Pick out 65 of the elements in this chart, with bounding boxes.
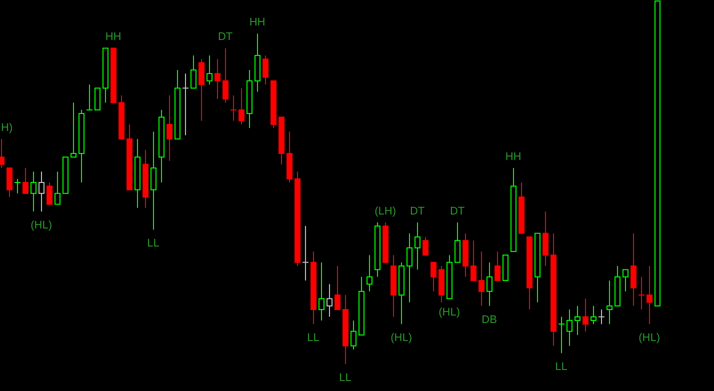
candlestick [30,171,36,212]
candlestick [622,269,628,292]
candlestick [38,171,44,212]
candlestick [238,88,244,125]
text: (HL) [438,306,460,319]
candlestick [222,48,228,104]
candlestick [454,222,460,263]
candlestick [190,54,196,89]
text: DB [482,314,497,326]
candlestick [150,131,156,230]
text: (HL) [30,220,52,232]
candlestick [94,88,100,110]
candlestick [422,236,428,256]
candlestick [54,171,60,205]
text: HH [505,150,522,163]
candlestick [318,262,324,321]
candlestick [478,250,484,306]
text: DT [410,205,425,218]
candlestick [430,262,436,292]
candlestick [206,54,212,85]
candlestick [590,305,596,325]
candlestick [6,167,12,198]
candlestick [470,240,476,282]
candlestick [334,265,340,310]
candlestick [182,73,189,136]
candlestick [166,94,172,162]
candlestick [198,58,204,122]
text: HH [249,16,266,29]
text: DT [450,205,465,218]
candlestick [46,182,52,205]
candlestick [262,54,268,85]
candlestick [366,254,372,292]
candlestick [86,84,93,110]
candlestick [542,211,548,266]
text: LL [307,332,320,344]
candlestick [566,309,572,346]
candlestick [606,280,612,325]
candlestick [214,58,220,100]
candlestick [326,284,332,318]
text: HH [105,31,122,44]
candlestick [646,265,652,325]
candlestick [486,262,492,306]
candlestick [638,276,645,310]
candlestick [302,226,309,282]
text: LL [555,361,568,374]
candlestick [494,250,500,282]
candlestick [558,316,565,354]
text: LL [339,372,352,384]
candlestick [22,167,28,194]
text: DT [218,31,233,44]
candlestick [574,305,580,336]
text: (LH) [374,205,396,218]
candlestick [70,102,76,158]
candlestick [230,94,237,122]
text: LL [147,238,160,250]
text: (HL) [390,332,412,344]
candlestick [406,232,412,303]
text: (HL) [638,332,660,344]
candlestick [630,232,636,306]
candlestick [414,222,420,270]
candlestick [350,320,356,350]
candlestick [598,309,605,325]
candlestick [14,178,21,194]
text: H) [1,122,13,134]
candlestick [582,298,588,332]
